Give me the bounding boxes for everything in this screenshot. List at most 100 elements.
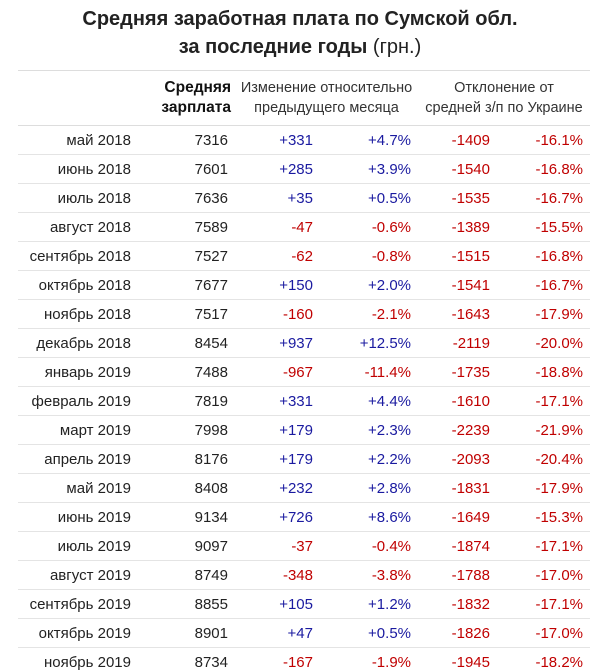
change-pct-cell: +0.5% xyxy=(320,618,418,648)
table-row: ноябрь 2018 7517 -160 -2.1% -1643 -17.9% xyxy=(18,299,590,329)
change-abs-cell: -37 xyxy=(235,531,320,561)
deviation-abs-cell: -1610 xyxy=(418,386,497,416)
deviation-abs-cell: -1831 xyxy=(418,473,497,503)
table-row: сентябрь 2019 8855 +105 +1.2% -1832 -17.1% xyxy=(18,589,590,619)
salary-cell: 7527 xyxy=(138,241,235,271)
salary-cell: 8855 xyxy=(138,589,235,619)
deviation-abs-cell: -1535 xyxy=(418,183,497,213)
deviation-pct-cell: -17.1% xyxy=(497,531,590,561)
change-abs-cell: +179 xyxy=(235,444,320,474)
header-line: средней з/п по Украине xyxy=(425,100,583,116)
month-cell: май 2019 xyxy=(18,473,138,503)
change-pct-cell: +12.5% xyxy=(320,328,418,358)
table-row: ноябрь 2019 8734 -167 -1.9% -1945 -18.2% xyxy=(18,647,590,671)
header-line: Средняя xyxy=(164,79,231,96)
deviation-pct-cell: -16.8% xyxy=(497,241,590,271)
deviation-abs-cell: -2093 xyxy=(418,444,497,474)
deviation-pct-cell: -20.4% xyxy=(497,444,590,474)
salary-cell: 7316 xyxy=(138,125,235,155)
salary-cell: 8454 xyxy=(138,328,235,358)
table-row: январь 2019 7488 -967 -11.4% -1735 -18.8% xyxy=(18,357,590,387)
change-abs-cell: -62 xyxy=(235,241,320,271)
salary-cell: 7488 xyxy=(138,357,235,387)
deviation-pct-cell: -20.0% xyxy=(497,328,590,358)
salary-table: Средняя зарплата Изменение относительно пр… xyxy=(18,70,590,671)
salary-cell: 7636 xyxy=(138,183,235,213)
month-cell: сентябрь 2018 xyxy=(18,241,138,271)
change-abs-cell: +35 xyxy=(235,183,320,213)
change-abs-cell: +726 xyxy=(235,502,320,532)
salary-cell: 8734 xyxy=(138,647,235,671)
salary-cell: 7819 xyxy=(138,386,235,416)
deviation-abs-cell: -1874 xyxy=(418,531,497,561)
table-row: февраль 2019 7819 +331 +4.4% -1610 -17.1% xyxy=(18,386,590,416)
table-row: октябрь 2019 8901 +47 +0.5% -1826 -17.0% xyxy=(18,618,590,648)
deviation-pct-cell: -17.1% xyxy=(497,589,590,619)
month-cell: ноябрь 2018 xyxy=(18,299,138,329)
header-line: Отклонение от xyxy=(454,80,554,96)
table-row: октябрь 2018 7677 +150 +2.0% -1541 -16.7% xyxy=(18,270,590,300)
change-abs-cell: +285 xyxy=(235,154,320,184)
table-row: май 2018 7316 +331 +4.7% -1409 -16.1% xyxy=(18,125,590,155)
table-row: декабрь 2018 8454 +937 +12.5% -2119 -20.0% xyxy=(18,328,590,358)
header-deviation: Отклонение от средней з/п по Украине xyxy=(418,70,590,126)
subtitle: за последние годы xyxy=(178,36,368,58)
change-abs-cell: +232 xyxy=(235,473,320,503)
deviation-abs-cell: -1649 xyxy=(418,502,497,532)
deviation-pct-cell: -17.0% xyxy=(497,560,590,590)
month-cell: октябрь 2019 xyxy=(18,618,138,648)
table-row: июль 2019 9097 -37 -0.4% -1874 -17.1% xyxy=(18,531,590,561)
deviation-pct-cell: -16.7% xyxy=(497,270,590,300)
deviation-abs-cell: -2239 xyxy=(418,415,497,445)
table-row: июнь 2018 7601 +285 +3.9% -1540 -16.8% xyxy=(18,154,590,184)
change-abs-cell: -47 xyxy=(235,212,320,242)
salary-cell: 8408 xyxy=(138,473,235,503)
header-empty xyxy=(18,70,138,126)
deviation-pct-cell: -17.9% xyxy=(497,473,590,503)
salary-cell: 7677 xyxy=(138,270,235,300)
table-row: август 2018 7589 -47 -0.6% -1389 -15.5% xyxy=(18,212,590,242)
header-change: Изменение относительно предыдущего месяца xyxy=(235,70,418,126)
deviation-pct-cell: -17.0% xyxy=(497,618,590,648)
change-pct-cell: -0.4% xyxy=(320,531,418,561)
salary-cell: 7998 xyxy=(138,415,235,445)
month-cell: июнь 2019 xyxy=(18,502,138,532)
table-row: август 2019 8749 -348 -3.8% -1788 -17.0% xyxy=(18,560,590,590)
month-cell: апрель 2019 xyxy=(18,444,138,474)
month-cell: декабрь 2018 xyxy=(18,328,138,358)
change-abs-cell: +179 xyxy=(235,415,320,445)
change-abs-cell: -348 xyxy=(235,560,320,590)
deviation-abs-cell: -2119 xyxy=(418,328,497,358)
change-pct-cell: +1.2% xyxy=(320,589,418,619)
deviation-pct-cell: -16.8% xyxy=(497,154,590,184)
change-pct-cell: +2.0% xyxy=(320,270,418,300)
change-pct-cell: +0.5% xyxy=(320,183,418,213)
table-row: март 2019 7998 +179 +2.3% -2239 -21.9% xyxy=(18,415,590,445)
header-line: предыдущего месяца xyxy=(254,100,399,116)
table-row: апрель 2019 8176 +179 +2.2% -2093 -20.4% xyxy=(18,444,590,474)
change-abs-cell: +150 xyxy=(235,270,320,300)
month-cell: август 2018 xyxy=(18,212,138,242)
table-row: июль 2018 7636 +35 +0.5% -1535 -16.7% xyxy=(18,183,590,213)
deviation-abs-cell: -1643 xyxy=(418,299,497,329)
change-abs-cell: +937 xyxy=(235,328,320,358)
deviation-pct-cell: -17.1% xyxy=(497,386,590,416)
deviation-abs-cell: -1788 xyxy=(418,560,497,590)
deviation-pct-cell: -15.3% xyxy=(497,502,590,532)
change-pct-cell: -0.8% xyxy=(320,241,418,271)
deviation-abs-cell: -1832 xyxy=(418,589,497,619)
change-abs-cell: +331 xyxy=(235,386,320,416)
deviation-pct-cell: -17.9% xyxy=(497,299,590,329)
change-pct-cell: +4.7% xyxy=(320,125,418,155)
table-row: июнь 2019 9134 +726 +8.6% -1649 -15.3% xyxy=(18,502,590,532)
change-pct-cell: +3.9% xyxy=(320,154,418,184)
header-row: Средняя зарплата Изменение относительно пр… xyxy=(18,70,590,126)
month-cell: июль 2018 xyxy=(18,183,138,213)
change-pct-cell: +2.8% xyxy=(320,473,418,503)
month-cell: октябрь 2018 xyxy=(18,270,138,300)
salary-cell: 9134 xyxy=(138,502,235,532)
header-line: зарплата xyxy=(161,99,231,116)
table-body: май 2018 7316 +331 +4.7% -1409 -16.1% июнь 201… xyxy=(18,125,590,671)
month-cell: март 2019 xyxy=(18,415,138,445)
